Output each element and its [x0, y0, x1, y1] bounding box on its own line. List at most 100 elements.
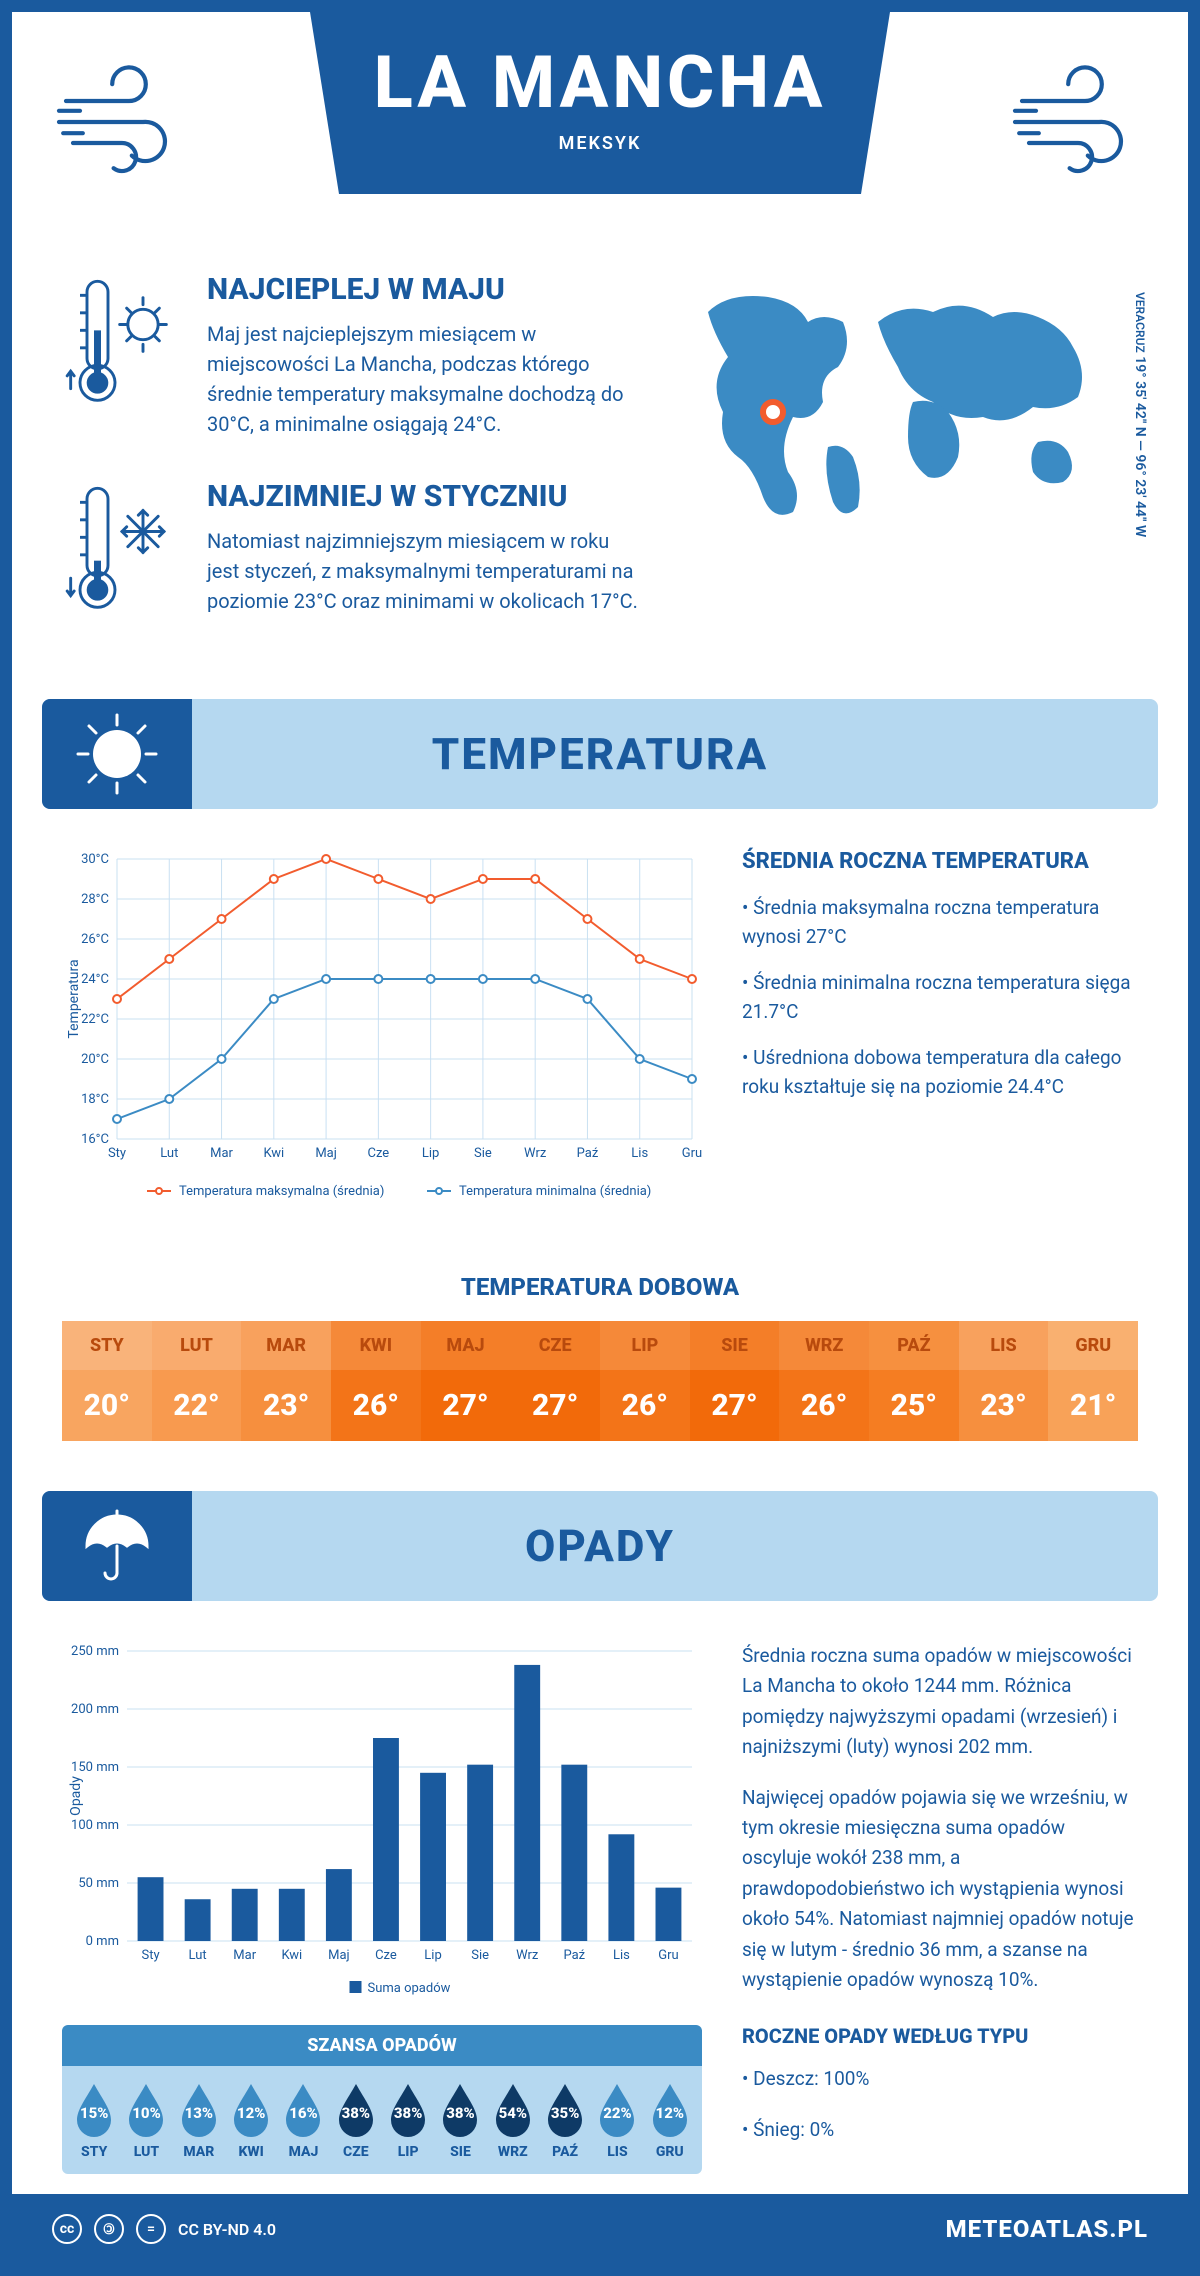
license: cc 🄯 = CC BY-ND 4.0: [52, 2214, 276, 2244]
svg-text:22°C: 22°C: [81, 1012, 109, 1027]
svg-text:Lis: Lis: [631, 1146, 648, 1161]
svg-text:Opady: Opady: [68, 1776, 84, 1816]
svg-text:Cze: Cze: [368, 1146, 390, 1161]
chance-cell: 12% KWI: [225, 2080, 277, 2160]
thermometer-hot-icon: [62, 272, 182, 412]
daily-month: PAŹ: [869, 1321, 959, 1370]
hottest-text: Maj jest najcieplejszym miesiącem w miej…: [207, 319, 638, 439]
chance-value: 35%: [551, 2104, 579, 2122]
raindrop-icon: 10%: [123, 2080, 169, 2138]
svg-text:200 mm: 200 mm: [71, 1702, 119, 1717]
chance-cell: 12% GRU: [644, 2080, 696, 2160]
svg-text:Kwi: Kwi: [281, 1948, 302, 1963]
raindrop-icon: 38%: [437, 2080, 483, 2138]
chance-cell: 38% LIP: [382, 2080, 434, 2160]
svg-text:150 mm: 150 mm: [71, 1760, 119, 1775]
info-row: NAJCIEPLEJ W MAJU Maj jest najcieplejszy…: [12, 272, 1188, 699]
chance-row: 15% STY 10% LUT 13% MAR 12% KWI 16% MAJ: [62, 2066, 702, 2174]
wind-icon: [1008, 52, 1148, 192]
chance-value: 38%: [342, 2104, 370, 2122]
world-map-icon: [678, 272, 1118, 532]
daily-month: WRZ: [779, 1321, 869, 1370]
chance-value: 12%: [656, 2104, 684, 2122]
hottest-title: NAJCIEPLEJ W MAJU: [207, 272, 638, 307]
chance-value: 16%: [289, 2104, 317, 2122]
lat-label: 19° 35' 42" N: [1132, 356, 1148, 437]
raindrop-icon: 15%: [71, 2080, 117, 2138]
svg-text:Kwi: Kwi: [263, 1146, 284, 1161]
chance-month: LIS: [591, 2144, 643, 2160]
chance-month: LIP: [382, 2144, 434, 2160]
raindrop-icon: 16%: [280, 2080, 326, 2138]
daily-month: LIS: [959, 1321, 1049, 1370]
svg-text:20°C: 20°C: [81, 1052, 109, 1067]
summary-bullet: • Średnia maksymalna roczna temperatura …: [742, 894, 1138, 951]
chance-month: LUT: [120, 2144, 172, 2160]
precip-column: 0 mm50 mm100 mm150 mm200 mm250 mmStyLutM…: [62, 1641, 702, 2174]
daily-month: SIE: [690, 1321, 780, 1370]
precip-type-item: • Śnieg: 0%: [742, 2115, 1138, 2145]
precip-section-header: OPADY: [42, 1491, 1158, 1601]
chance-month: MAJ: [277, 2144, 329, 2160]
svg-text:Lip: Lip: [424, 1948, 441, 1963]
raindrop-icon: 12%: [228, 2080, 274, 2138]
svg-text:Sie: Sie: [474, 1146, 492, 1161]
coldest-title: NAJZIMNIEJ W STYCZNIU: [207, 479, 638, 514]
daily-cell: MAR 23°: [241, 1321, 331, 1441]
daily-cell: LIS 23°: [959, 1321, 1049, 1441]
svg-text:Paź: Paź: [577, 1146, 599, 1161]
thermometer-cold-icon: [62, 479, 182, 619]
region-label: VERACRUZ: [1133, 292, 1147, 353]
page: LA MANCHA MEKSYK: [0, 0, 1200, 2276]
chance-value: 12%: [237, 2104, 265, 2122]
daily-cell: LUT 22°: [152, 1321, 242, 1441]
map-column: VERACRUZ 19° 35' 42" N — 96° 23' 44" W: [678, 272, 1138, 659]
svg-text:Mar: Mar: [233, 1948, 256, 1963]
coldest-text: Natomiast najzimniejszym miesiącem w rok…: [207, 526, 638, 616]
chance-cell: 13% MAR: [173, 2080, 225, 2160]
temperature-section-header: TEMPERATURA: [42, 699, 1158, 809]
daily-cell: LIP 26°: [600, 1321, 690, 1441]
daily-value: 22°: [152, 1370, 242, 1441]
title-band: LA MANCHA MEKSYK: [310, 12, 890, 194]
daily-value: 25°: [869, 1370, 959, 1441]
hottest-block: NAJCIEPLEJ W MAJU Maj jest najcieplejszy…: [62, 272, 638, 439]
daily-value: 26°: [331, 1370, 421, 1441]
svg-text:Sty: Sty: [108, 1146, 126, 1161]
svg-text:Maj: Maj: [315, 1146, 337, 1161]
daily-value: 27°: [421, 1370, 511, 1441]
nd-icon: =: [136, 2214, 166, 2244]
chance-cell: 38% CZE: [330, 2080, 382, 2160]
svg-text:Maj: Maj: [328, 1948, 350, 1963]
chance-month: PAŹ: [539, 2144, 591, 2160]
daily-month: KWI: [331, 1321, 421, 1370]
daily-month: CZE: [510, 1321, 600, 1370]
svg-text:Mar: Mar: [210, 1146, 233, 1161]
chance-month: SIE: [434, 2144, 486, 2160]
daily-temp-title: TEMPERATURA DOBOWA: [12, 1273, 1188, 1301]
svg-text:30°C: 30°C: [81, 852, 109, 867]
chance-month: GRU: [644, 2144, 696, 2160]
raindrop-icon: 12%: [647, 2080, 693, 2138]
sun-icon: [72, 709, 162, 799]
coordinates: VERACRUZ 19° 35' 42" N — 96° 23' 44" W: [1132, 292, 1148, 537]
daily-cell: PAŹ 25°: [869, 1321, 959, 1441]
svg-text:18°C: 18°C: [81, 1092, 109, 1107]
footer: cc 🄯 = CC BY-ND 4.0 METEOATLAS.PL: [12, 2194, 1188, 2264]
temperature-title: TEMPERATURA: [432, 728, 768, 780]
daily-month: MAJ: [421, 1321, 511, 1370]
chance-cell: 10% LUT: [120, 2080, 172, 2160]
svg-text:50 mm: 50 mm: [78, 1876, 119, 1891]
daily-value: 26°: [600, 1370, 690, 1441]
svg-text:100 mm: 100 mm: [71, 1818, 119, 1833]
daily-value: 27°: [510, 1370, 600, 1441]
svg-text:16°C: 16°C: [81, 1132, 109, 1147]
svg-text:Lut: Lut: [189, 1948, 207, 1963]
chance-cell: 16% MAJ: [277, 2080, 329, 2160]
daily-cell: KWI 26°: [331, 1321, 421, 1441]
chance-month: MAR: [173, 2144, 225, 2160]
chance-cell: 54% WRZ: [487, 2080, 539, 2160]
daily-cell: SIE 27°: [690, 1321, 780, 1441]
raindrop-icon: 22%: [594, 2080, 640, 2138]
svg-text:Paź: Paź: [563, 1948, 585, 1963]
